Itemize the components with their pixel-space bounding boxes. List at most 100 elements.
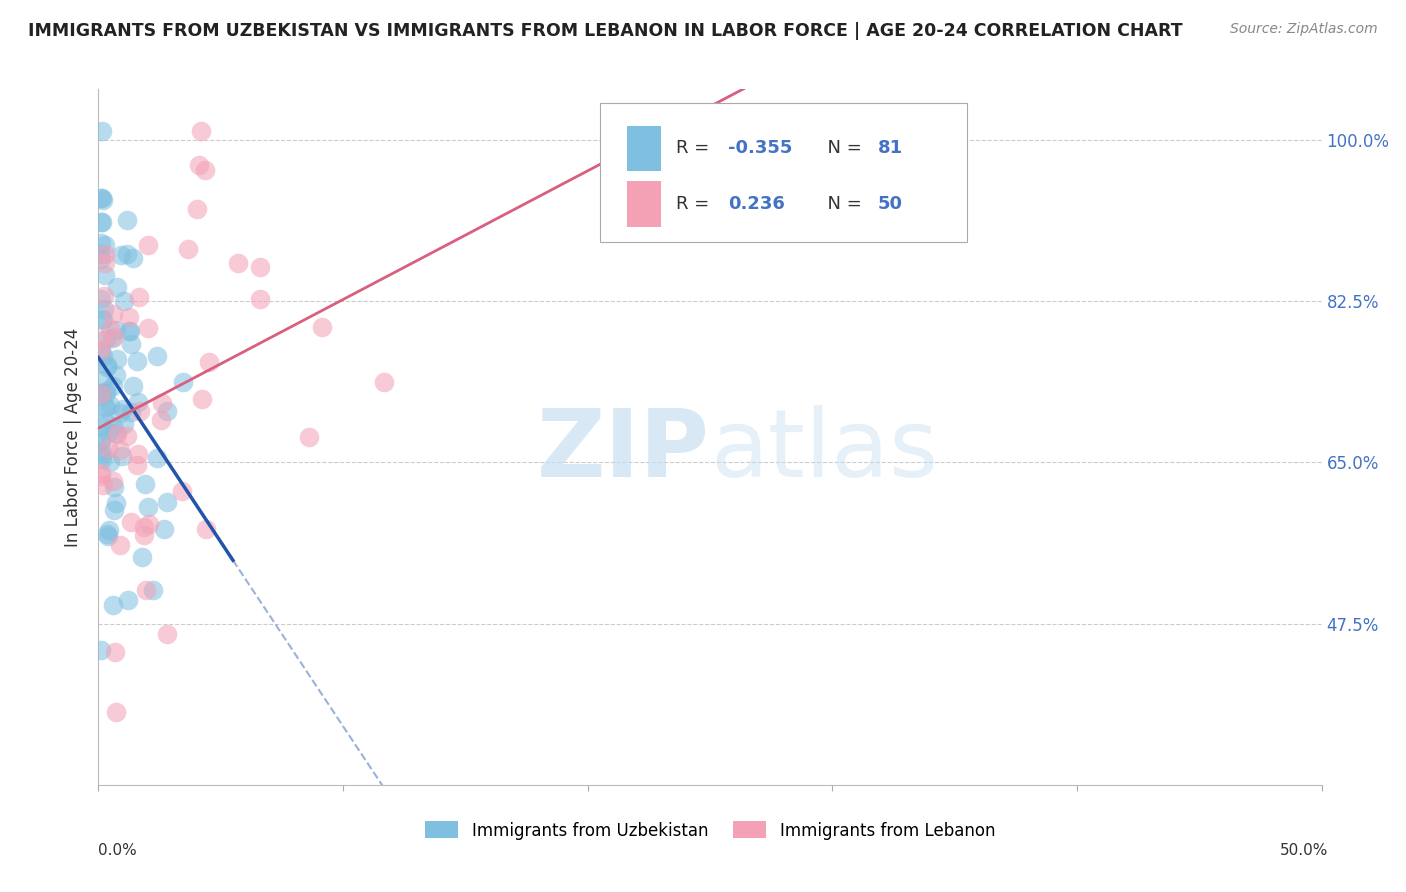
Point (197, 355, 219, 369)
Point (90, 344, 112, 359)
Text: 0.0%: 0.0% (98, 843, 138, 858)
Point (112, 293, 135, 308)
Point (98, 455, 121, 469)
Point (172, 484, 194, 499)
Point (136, 238, 159, 252)
Point (191, 392, 214, 406)
Point (110, 247, 132, 261)
Point (117, 247, 139, 261)
Point (188, 158, 211, 172)
Point (90, 386, 112, 401)
Y-axis label: In Labor Force | Age 20-24: In Labor Force | Age 20-24 (65, 327, 83, 547)
Text: N =: N = (817, 139, 868, 157)
Point (90, 292, 112, 306)
Point (96, 527, 118, 541)
Point (101, 419, 124, 434)
Point (117, 324, 139, 338)
Point (90, 191, 112, 205)
Point (90, 343, 112, 358)
FancyBboxPatch shape (627, 126, 661, 171)
Text: 0.236: 0.236 (728, 195, 786, 213)
Point (90, 466, 112, 480)
Point (98, 398, 121, 412)
Point (105, 496, 128, 510)
Point (101, 474, 124, 488)
Text: ZIP: ZIP (537, 405, 710, 497)
Point (101, 331, 124, 345)
Point (90, 433, 112, 447)
Point (93, 289, 115, 303)
Point (91, 123, 114, 137)
Point (228, 255, 250, 269)
Point (105, 280, 128, 294)
Point (103, 330, 125, 344)
Point (90, 434, 112, 449)
Text: IMMIGRANTS FROM UZBEKISTAN VS IMMIGRANTS FROM LEBANON IN LABOR FORCE | AGE 20-24: IMMIGRANTS FROM UZBEKISTAN VS IMMIGRANTS… (28, 22, 1182, 40)
Point (150, 396, 173, 410)
Point (145, 450, 167, 465)
Point (96, 359, 118, 374)
Point (156, 495, 179, 509)
Point (105, 368, 128, 383)
Point (98, 524, 121, 538)
Point (146, 349, 169, 363)
Point (93, 256, 115, 270)
Point (132, 520, 155, 534)
Point (105, 351, 128, 366)
Point (90, 469, 112, 483)
Point (172, 375, 194, 389)
Point (194, 162, 217, 177)
Point (127, 394, 149, 409)
Point (117, 592, 139, 607)
Point (121, 405, 143, 419)
Point (90, 236, 112, 251)
Point (190, 123, 212, 137)
Point (94, 238, 117, 252)
Text: R =: R = (676, 139, 714, 157)
Point (101, 379, 124, 393)
Point (93, 301, 115, 316)
Point (90, 215, 112, 229)
Point (90, 443, 112, 458)
Point (156, 627, 179, 641)
Text: 50: 50 (877, 195, 903, 213)
Point (93, 401, 115, 415)
Point (90, 386, 112, 401)
Point (90, 418, 112, 433)
Point (142, 582, 165, 597)
Legend: Immigrants from Uzbekistan, Immigrants from Lebanon: Immigrants from Uzbekistan, Immigrants f… (418, 814, 1002, 847)
Point (186, 202, 208, 216)
Point (90, 389, 112, 403)
Point (135, 582, 157, 597)
Text: atlas: atlas (710, 405, 938, 497)
Point (117, 429, 139, 443)
Point (105, 425, 128, 440)
Point (177, 242, 200, 256)
Point (136, 321, 159, 335)
Point (138, 516, 160, 531)
Point (120, 515, 142, 529)
Point (90, 642, 112, 657)
Point (149, 413, 172, 427)
Point (122, 251, 145, 265)
Point (91, 194, 114, 208)
Point (96, 358, 118, 372)
Text: Source: ZipAtlas.com: Source: ZipAtlas.com (1230, 22, 1378, 37)
Point (101, 599, 124, 613)
Point (97, 529, 120, 543)
Point (105, 705, 128, 719)
Point (90, 448, 112, 462)
Text: R =: R = (676, 195, 720, 213)
Point (120, 336, 142, 351)
Point (125, 458, 148, 472)
Point (90, 386, 112, 401)
Point (117, 213, 139, 227)
Point (90, 252, 112, 266)
Text: 50.0%: 50.0% (1281, 843, 1329, 858)
Point (112, 417, 135, 432)
Point (249, 292, 271, 306)
Point (108, 538, 131, 552)
Point (153, 522, 176, 536)
Point (298, 430, 321, 444)
Point (94, 384, 117, 399)
